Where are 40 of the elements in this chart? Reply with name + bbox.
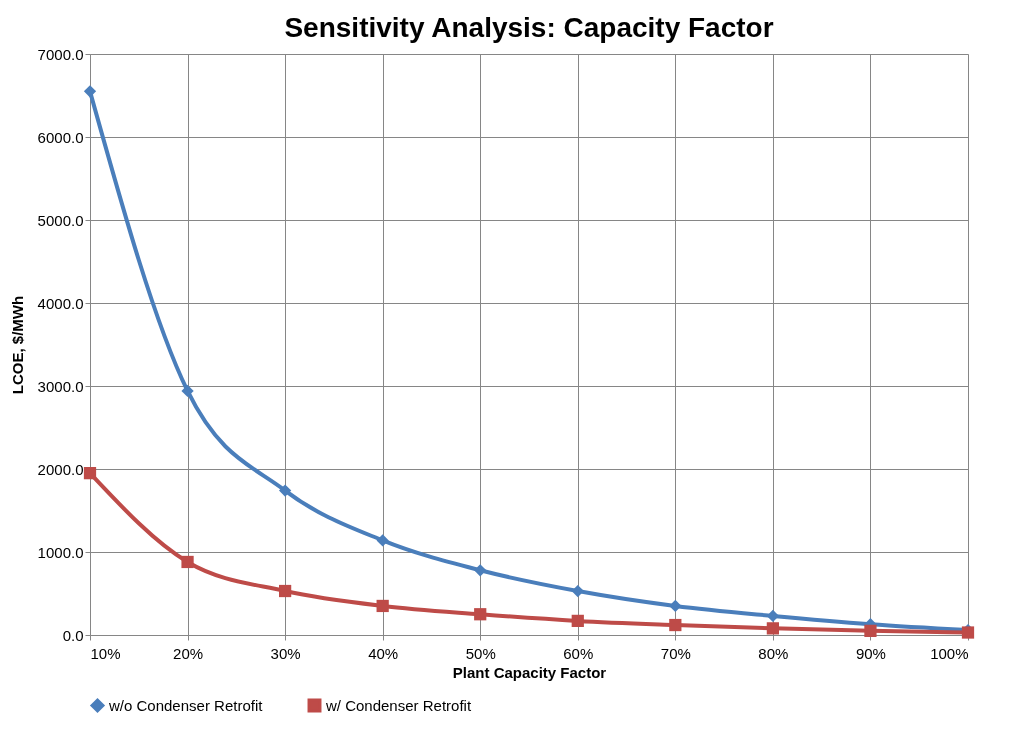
point bbox=[474, 608, 487, 621]
x-tick-label: 80% bbox=[758, 644, 789, 662]
point bbox=[669, 599, 682, 613]
point bbox=[669, 618, 682, 632]
point bbox=[766, 622, 780, 635]
point bbox=[474, 564, 487, 577]
x-tick-label: 50% bbox=[465, 644, 496, 662]
legend-label: w/o Condenser Retrofit bbox=[108, 696, 264, 714]
y-tick-label: 5000.0 bbox=[37, 211, 84, 229]
point bbox=[571, 584, 584, 598]
point bbox=[571, 614, 584, 628]
point bbox=[83, 467, 97, 480]
x-tick-label: 60% bbox=[563, 644, 594, 662]
x-tick-label: 10% bbox=[90, 644, 121, 662]
y-tick-label: 7000.0 bbox=[37, 45, 84, 63]
x-axis-title: Plant Capacity Factor bbox=[452, 663, 607, 681]
y-tick-label: 3000.0 bbox=[37, 377, 84, 395]
point bbox=[181, 384, 194, 398]
point bbox=[864, 624, 877, 637]
y-tick-label: 4000.0 bbox=[37, 294, 84, 312]
point bbox=[278, 584, 292, 598]
legend-label: w/ Condenser Retrofit bbox=[325, 696, 472, 714]
point bbox=[278, 484, 292, 497]
x-tick-label: 40% bbox=[368, 644, 399, 662]
y-tick-label: 6000.0 bbox=[37, 128, 84, 146]
point bbox=[376, 599, 389, 613]
x-tick-label: 100% bbox=[930, 644, 969, 662]
point bbox=[181, 555, 194, 569]
chart-title: Sensitivity Analysis: Capacity Factor bbox=[284, 12, 774, 43]
point bbox=[83, 85, 97, 98]
point bbox=[766, 609, 780, 623]
y-tick-label: 0.0 bbox=[62, 626, 84, 644]
point bbox=[376, 534, 389, 547]
y-axis-title: LCOE, $/MWh bbox=[8, 295, 26, 395]
x-tick-label: 90% bbox=[855, 644, 886, 662]
y-tick-label: 1000.0 bbox=[37, 543, 84, 561]
x-tick-label: 20% bbox=[173, 644, 204, 662]
y-tick-label: 2000.0 bbox=[37, 460, 84, 478]
x-tick-label: 70% bbox=[660, 644, 691, 662]
x-tick-label: 30% bbox=[270, 644, 301, 662]
